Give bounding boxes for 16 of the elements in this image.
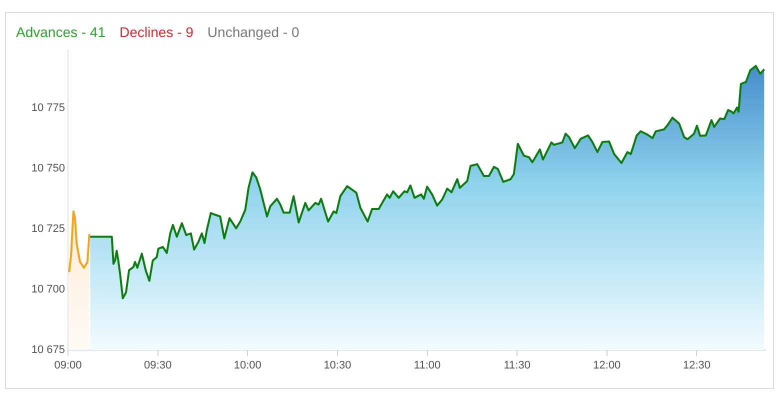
text: Declines - 9 [120,24,194,40]
x-tick-label: 10:00 [234,360,262,372]
text: Advances - 41 [16,24,106,40]
y-tick-label: 10 750 [31,162,65,175]
x-tick-label: 11:00 [414,360,441,372]
y-tick-label: 10 675 [31,344,65,356]
x-tick-label: 10:30 [324,360,352,372]
y-tick-label: 10 725 [31,223,65,236]
y-tick-label: 10 775 [31,102,65,114]
y-tick-label: 10 700 [31,284,65,296]
x-tick-label: 12:30 [682,360,711,372]
x-tick-label: 12:00 [593,360,621,372]
x-tick-label: 09:00 [54,360,82,372]
x-tick-label: 09:30 [144,360,172,372]
text: Unchanged - 0 [207,24,300,40]
x-tick-label: 11:30 [504,360,530,372]
